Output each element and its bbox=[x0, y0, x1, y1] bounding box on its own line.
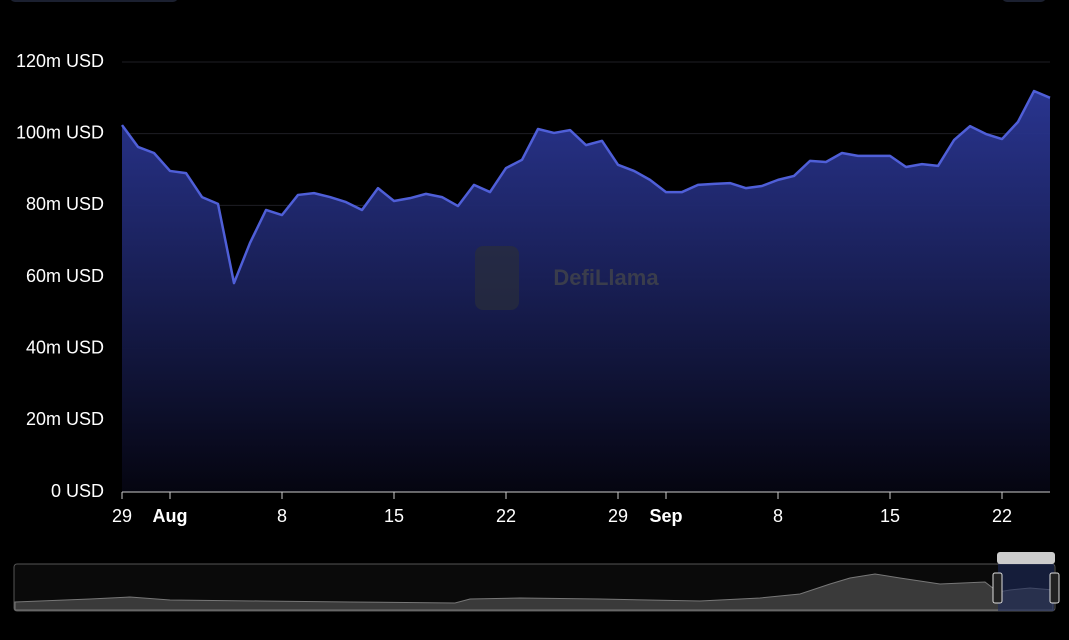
navigator-handle[interactable] bbox=[992, 572, 1003, 604]
x-tick-label: 22 bbox=[496, 506, 516, 526]
watermark: DefiLlama bbox=[553, 265, 659, 290]
x-tick-label: 22 bbox=[992, 506, 1012, 526]
x-tick-label: 29 bbox=[608, 506, 628, 526]
x-tick-label: 15 bbox=[880, 506, 900, 526]
watermark-logo bbox=[475, 246, 519, 310]
y-tick-label: 20m USD bbox=[26, 409, 104, 429]
y-tick-label: 0 USD bbox=[51, 481, 104, 501]
x-tick-label: Sep bbox=[649, 506, 682, 526]
x-tick-label: 8 bbox=[773, 506, 783, 526]
y-tick-label: 100m USD bbox=[16, 122, 104, 142]
navigator-handle[interactable] bbox=[1049, 572, 1060, 604]
y-tick-label: 120m USD bbox=[16, 51, 104, 71]
line bbox=[120, 89, 1051, 285]
y-tick-label: 40m USD bbox=[26, 337, 104, 357]
navigator-grip[interactable] bbox=[997, 552, 1055, 564]
y-tick-label: 60m USD bbox=[26, 266, 104, 286]
y-tick-label: 80m USD bbox=[26, 194, 104, 214]
top-control[interactable] bbox=[1002, 0, 1046, 2]
top-control[interactable] bbox=[10, 0, 178, 2]
x-tick-label: Aug bbox=[153, 506, 188, 526]
x-tick-label: 8 bbox=[277, 506, 287, 526]
area bbox=[122, 91, 1050, 493]
plot-area: 0 USD 20m USD 40m USD 60m USD 80m USD 100m US… bbox=[16, 51, 1051, 526]
x-tick-label: 29 bbox=[112, 506, 132, 526]
navigator-selection[interactable] bbox=[998, 564, 1054, 611]
navigator bbox=[13, 552, 1060, 612]
x-tick-label: 15 bbox=[384, 506, 404, 526]
